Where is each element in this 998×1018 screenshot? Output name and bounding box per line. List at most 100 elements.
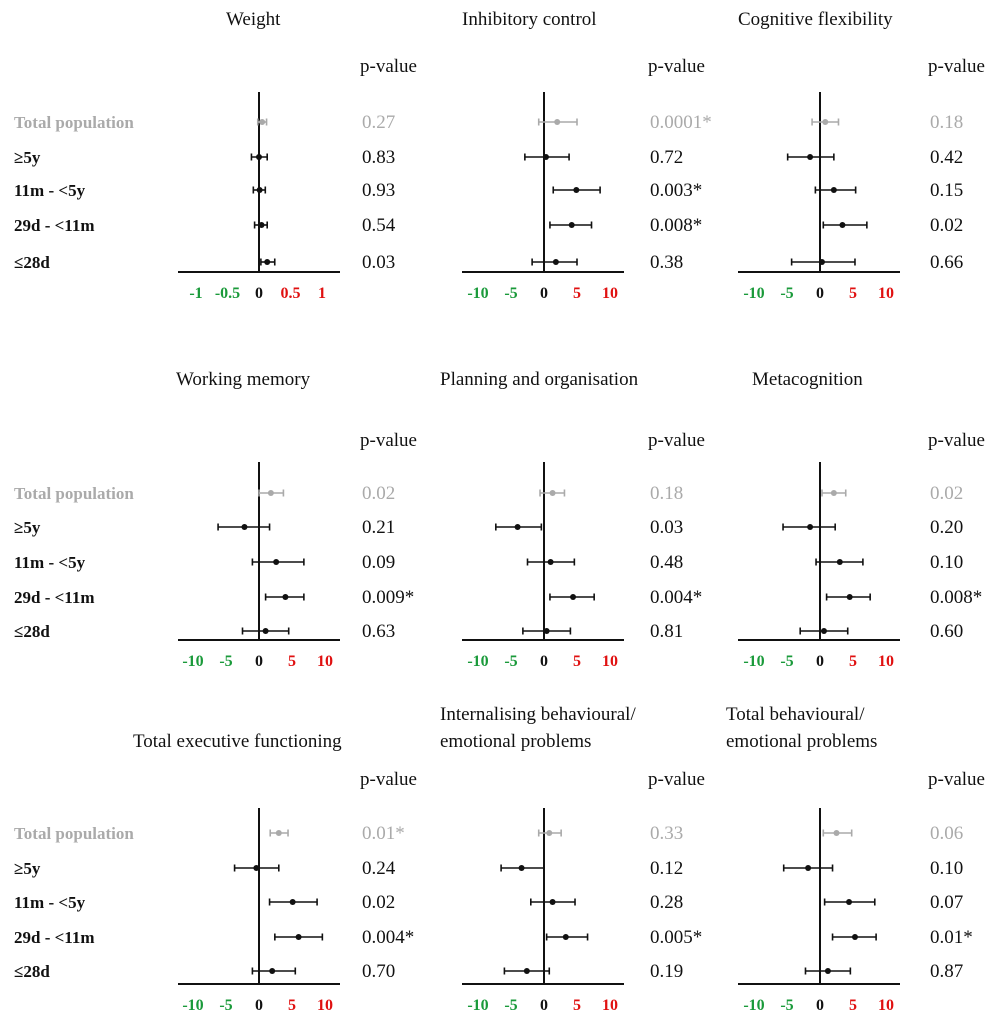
pvalue-header: p-value [360,56,417,77]
p-value: 0.87 [930,961,963,982]
x-tick-label: 10 [602,653,618,670]
p-value: 0.60 [930,621,963,642]
x-tick-label: -10 [743,997,764,1014]
point-estimate [846,594,853,600]
p-value: 0.02 [362,483,395,504]
x-tick-label: 0 [540,997,548,1014]
panel-title: Metacognition [752,369,863,390]
p-value: 0.06 [930,823,963,844]
row-label: ≥5y [14,148,41,167]
p-value: 0.70 [362,961,395,982]
panel-title: Inhibitory control [462,9,597,30]
x-tick-label: -10 [182,653,203,670]
point-estimate [546,830,553,836]
point-estimate [573,187,580,193]
point-estimate [807,524,814,530]
p-value: 0.008* [930,587,982,608]
point-estimate [846,899,853,905]
point-estimate [805,865,812,871]
point-estimate [820,628,827,634]
x-tick-label: 0 [540,285,548,302]
x-tick-label: -5 [780,285,793,302]
row-label: Total population [14,484,134,503]
p-value: 0.02 [930,483,963,504]
p-value: 0.005* [650,927,702,948]
x-tick-label: 0 [540,653,548,670]
p-value: 0.07 [930,892,963,913]
point-estimate [267,490,274,496]
row-label: 11m - <5y [14,553,86,572]
p-value: 0.01* [930,927,973,948]
p-value: 0.0001* [650,112,712,133]
pvalue-header: p-value [928,430,985,451]
point-estimate [836,559,843,565]
x-tick-label: 10 [878,285,894,302]
p-value: 0.10 [930,552,963,573]
x-tick-label: -5 [780,653,793,670]
p-value: 0.12 [650,858,683,879]
p-value: 0.10 [930,858,963,879]
x-tick-label: 0 [816,997,824,1014]
p-value: 0.09 [362,552,395,573]
x-tick-label: 1 [318,285,326,302]
pvalue-header: p-value [648,430,705,451]
row-label: Total population [14,113,134,132]
x-tick-label: 0 [255,653,263,670]
point-estimate [839,222,846,228]
x-tick-label: -10 [182,997,203,1014]
point-estimate [549,490,556,496]
x-tick-label: -10 [467,653,488,670]
point-estimate [833,830,840,836]
point-estimate [554,119,561,125]
p-value: 0.63 [362,621,395,642]
point-estimate [256,154,262,160]
p-value: 0.28 [650,892,683,913]
p-value: 0.42 [930,147,963,168]
p-value: 0.18 [650,483,683,504]
point-estimate [258,222,265,228]
x-tick-label: -5 [504,285,517,302]
panel-title: emotional problems [726,731,877,752]
x-tick-label: 10 [317,653,333,670]
point-estimate [818,259,825,265]
p-value: 0.27 [362,112,395,133]
x-tick-label: -10 [743,285,764,302]
p-value: 0.48 [650,552,683,573]
x-tick-label: -5 [504,653,517,670]
pvalue-header: p-value [360,769,417,790]
p-value: 0.009* [362,587,414,608]
pvalue-header: p-value [928,769,985,790]
point-estimate [807,154,814,160]
panel-title: Total behavioural/ [726,704,865,725]
x-tick-label: 5 [288,997,296,1014]
panel-title: Cognitive flexibility [738,9,893,30]
row-label: ≤28d [14,253,50,272]
row-label: ≤28d [14,962,50,981]
x-tick-label: -10 [743,653,764,670]
x-tick-label: 0.5 [281,285,301,302]
x-tick-label: 10 [602,285,618,302]
point-estimate [547,559,554,565]
pvalue-header: p-value [928,56,985,77]
point-estimate [295,934,302,940]
panel-title: Internalising behavioural/ [440,704,636,725]
point-estimate [523,968,530,974]
row-label: ≥5y [14,859,41,878]
point-estimate [241,524,248,530]
x-tick-label: 5 [288,653,296,670]
row-label: 11m - <5y [14,893,86,912]
p-value: 0.33 [650,823,683,844]
x-tick-label: 10 [602,997,618,1014]
p-value: 0.54 [362,215,396,236]
point-estimate [253,865,260,871]
p-value: 0.004* [650,587,702,608]
point-estimate [570,594,577,600]
x-tick-label: 0 [255,285,263,302]
p-value: 0.19 [650,961,683,982]
p-value: 0.15 [930,180,963,201]
x-tick-label: -1 [189,285,202,302]
p-value: 0.01* [362,823,405,844]
point-estimate [518,865,525,871]
p-value: 0.81 [650,621,683,642]
row-label: 29d - <11m [14,588,95,607]
